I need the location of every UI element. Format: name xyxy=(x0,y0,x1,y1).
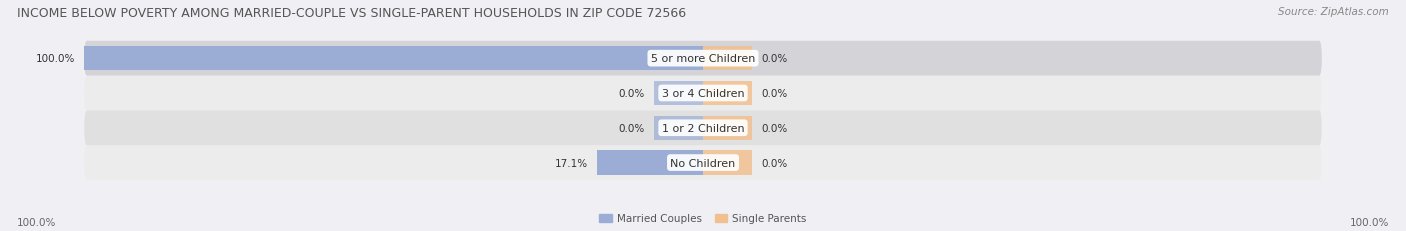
Text: 0.0%: 0.0% xyxy=(762,123,787,133)
Text: 100.0%: 100.0% xyxy=(17,217,56,227)
Text: Source: ZipAtlas.com: Source: ZipAtlas.com xyxy=(1278,7,1389,17)
Legend: Married Couples, Single Parents: Married Couples, Single Parents xyxy=(595,210,811,228)
Bar xyxy=(654,82,703,106)
Text: 0.0%: 0.0% xyxy=(619,88,644,99)
Bar xyxy=(703,82,752,106)
FancyBboxPatch shape xyxy=(84,76,1322,111)
Text: 0.0%: 0.0% xyxy=(762,88,787,99)
Text: 100.0%: 100.0% xyxy=(1350,217,1389,227)
Text: 100.0%: 100.0% xyxy=(35,54,75,64)
Bar xyxy=(703,116,752,140)
Bar xyxy=(703,151,752,175)
FancyBboxPatch shape xyxy=(84,111,1322,146)
Bar xyxy=(84,47,703,71)
Text: 0.0%: 0.0% xyxy=(762,54,787,64)
FancyBboxPatch shape xyxy=(84,42,1322,76)
FancyBboxPatch shape xyxy=(84,146,1322,180)
Text: 0.0%: 0.0% xyxy=(762,158,787,168)
Text: 5 or more Children: 5 or more Children xyxy=(651,54,755,64)
Bar xyxy=(598,151,703,175)
Text: No Children: No Children xyxy=(671,158,735,168)
Bar xyxy=(703,47,752,71)
Bar xyxy=(654,116,703,140)
Text: 17.1%: 17.1% xyxy=(555,158,588,168)
Text: 1 or 2 Children: 1 or 2 Children xyxy=(662,123,744,133)
Text: 0.0%: 0.0% xyxy=(619,123,644,133)
Text: 3 or 4 Children: 3 or 4 Children xyxy=(662,88,744,99)
Text: INCOME BELOW POVERTY AMONG MARRIED-COUPLE VS SINGLE-PARENT HOUSEHOLDS IN ZIP COD: INCOME BELOW POVERTY AMONG MARRIED-COUPL… xyxy=(17,7,686,20)
